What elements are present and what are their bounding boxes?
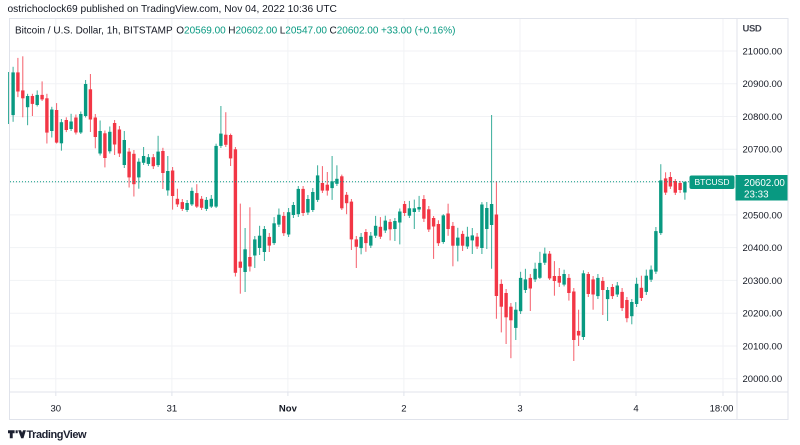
svg-text:20300.00: 20300.00 — [743, 276, 783, 287]
svg-text:ostrichoclock69 published on T: ostrichoclock69 published on TradingView… — [8, 4, 337, 15]
svg-text:20602.00: 20602.00 — [744, 178, 785, 189]
svg-text:30: 30 — [51, 403, 62, 414]
svg-text:20500.00: 20500.00 — [743, 210, 783, 221]
svg-text:BTCUSD: BTCUSD — [695, 177, 730, 187]
svg-text:21000.00: 21000.00 — [743, 46, 783, 57]
svg-text:20200.00: 20200.00 — [743, 309, 783, 320]
svg-text:20400.00: 20400.00 — [743, 243, 783, 254]
svg-text:20900.00: 20900.00 — [743, 79, 783, 90]
svg-text:31: 31 — [167, 403, 178, 414]
svg-text:20700.00: 20700.00 — [743, 145, 783, 156]
svg-text:2: 2 — [401, 403, 406, 414]
svg-text:20100.00: 20100.00 — [743, 341, 783, 352]
svg-text:TradingView: TradingView — [27, 429, 88, 441]
svg-text:20800.00: 20800.00 — [743, 112, 783, 123]
svg-text:Nov: Nov — [279, 403, 298, 414]
svg-text:23:33: 23:33 — [744, 189, 769, 200]
svg-text:USD: USD — [743, 23, 762, 34]
svg-text:18:00: 18:00 — [710, 403, 734, 414]
svg-text:20000.00: 20000.00 — [743, 374, 783, 385]
svg-text:4: 4 — [633, 403, 638, 414]
svg-text:Bitcoin / U.S. Dollar, 1h, BIT: Bitcoin / U.S. Dollar, 1h, BITSTAMP O205… — [15, 26, 455, 37]
svg-text:3: 3 — [517, 403, 522, 414]
